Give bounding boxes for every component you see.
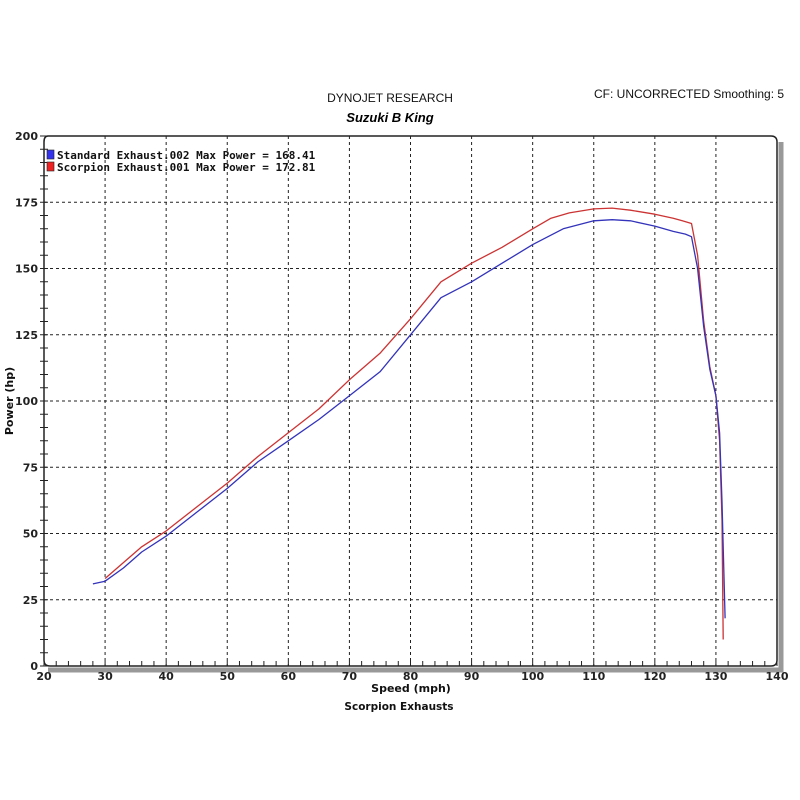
x-tick-label: 140 bbox=[766, 670, 789, 683]
x-tick-label: 120 bbox=[643, 670, 666, 683]
series-line-standard bbox=[92, 219, 726, 619]
legend-label-standard: Standard Exhaust.002 Max Power = 168.41 bbox=[57, 149, 316, 162]
y-tick-label: 100 bbox=[15, 395, 38, 408]
y-tick-label: 175 bbox=[15, 196, 38, 209]
x-tick-label: 30 bbox=[97, 670, 113, 683]
x-tick-labels: 20 30 40 50 60 70 80 90 100 110 120 130 140 bbox=[36, 670, 788, 683]
x-tick-label: 110 bbox=[582, 670, 605, 683]
y-tick-label: 200 bbox=[15, 130, 38, 143]
y-tick-labels: 0 25 50 75 100 125 150 175 200 bbox=[15, 130, 38, 673]
x-tick-label: 60 bbox=[281, 670, 297, 683]
correction-smoothing-label: CF: UNCORRECTED Smoothing: 5 bbox=[594, 87, 785, 101]
x-tick-label: 50 bbox=[220, 670, 236, 683]
x-tick-label: 20 bbox=[36, 670, 52, 683]
legend-label-scorpion: Scorpion Exhaust.001 Max Power = 172.81 bbox=[57, 161, 316, 174]
x-tick-label: 70 bbox=[342, 670, 358, 683]
y-axis-label: Power (hp) bbox=[3, 367, 16, 435]
x-tick-label: 100 bbox=[521, 670, 544, 683]
series-lines bbox=[92, 207, 726, 640]
y-tick-label: 125 bbox=[15, 329, 38, 342]
minor-ticks bbox=[40, 135, 778, 667]
grid-lines bbox=[44, 136, 777, 666]
x-tick-label: 40 bbox=[159, 670, 175, 683]
legend: Standard Exhaust.002 Max Power = 168.41 … bbox=[46, 149, 316, 174]
legend-swatch-standard bbox=[46, 149, 55, 160]
chart-subtitle: Suzuki B King bbox=[346, 110, 434, 125]
x-axis-label: Speed (mph) bbox=[371, 682, 451, 695]
y-tick-label: 0 bbox=[30, 660, 38, 673]
x-tick-label: 90 bbox=[464, 670, 480, 683]
chart-footer: Scorpion Exhausts bbox=[344, 701, 453, 713]
y-tick-label: 75 bbox=[23, 461, 38, 474]
x-tick-label: 80 bbox=[403, 670, 419, 683]
series-line-scorpion bbox=[104, 207, 724, 640]
x-tick-label: 130 bbox=[704, 670, 727, 683]
chart-title: DYNOJET RESEARCH bbox=[327, 91, 453, 105]
y-tick-label: 50 bbox=[23, 528, 39, 541]
y-tick-label: 25 bbox=[23, 594, 38, 607]
legend-swatch-scorpion bbox=[46, 161, 55, 172]
y-tick-label: 150 bbox=[15, 263, 38, 276]
frame-shadow bbox=[48, 142, 784, 673]
